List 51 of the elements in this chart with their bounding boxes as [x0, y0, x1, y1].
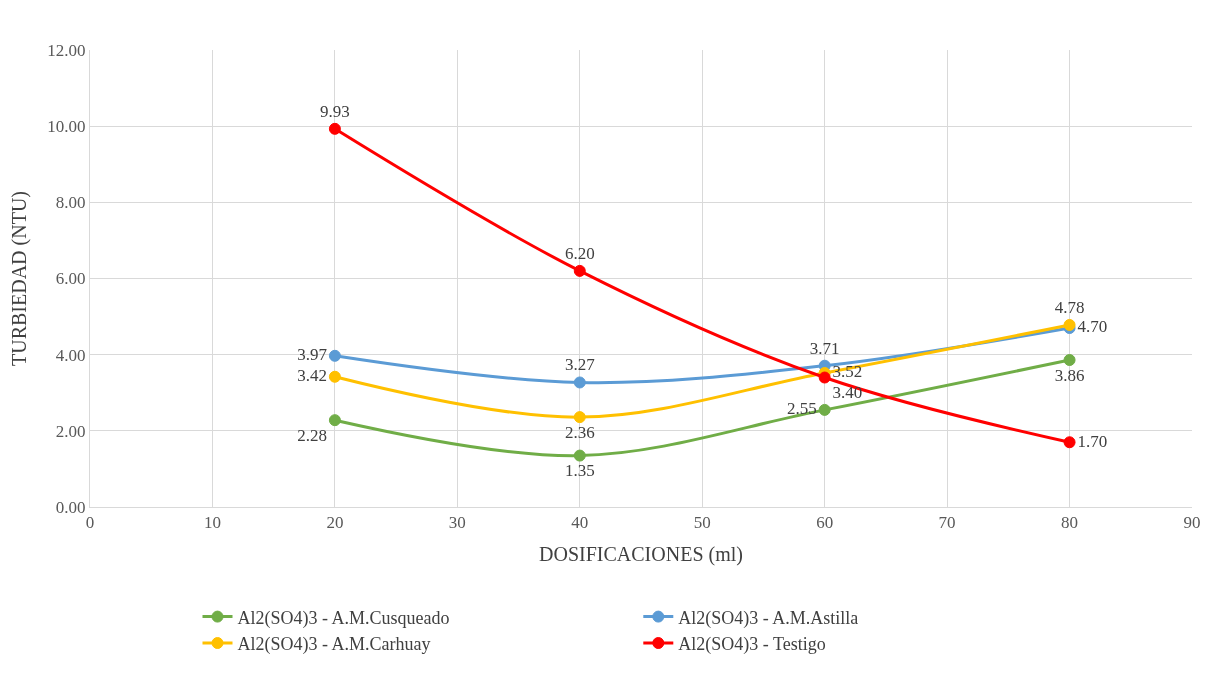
y-tick-label: 12.00 — [47, 40, 86, 60]
point — [573, 376, 586, 389]
point — [573, 264, 586, 277]
y-tick-label: 0.00 — [55, 497, 86, 517]
data-label: 3.40 — [832, 383, 863, 403]
data-label: 1.35 — [564, 461, 595, 481]
legend-label: Al2(SO4)3 - A.M.Astilla — [678, 607, 859, 629]
point — [573, 449, 586, 462]
data-label: 2.36 — [564, 422, 595, 442]
x-tick-label: 80 — [1061, 513, 1079, 533]
data-label: 1.70 — [1077, 431, 1108, 451]
data-label: 2.55 — [787, 399, 817, 419]
data-label: 4.70 — [1077, 317, 1108, 337]
point — [1063, 354, 1076, 366]
legend-label: Al2(SO4)3 - Testigo — [678, 634, 826, 656]
legend-label: Al2(SO4)3 - A.M.Cusqueado — [237, 607, 450, 629]
y-axis-title: TURBIEDAD (NTU) — [7, 191, 31, 366]
x-tick-label: 10 — [203, 513, 221, 533]
data-label: 2.28 — [297, 425, 328, 445]
point — [328, 349, 341, 362]
data-label: 3.71 — [809, 338, 840, 358]
x-tick-label: 70 — [938, 513, 956, 533]
y-tick-label: 10.00 — [47, 117, 86, 137]
data-label: 4.78 — [1054, 297, 1085, 317]
y-tick-label: 8.00 — [55, 193, 86, 213]
data-label: 6.20 — [564, 243, 595, 263]
data-label: 3.27 — [564, 355, 596, 375]
x-tick-label: 20 — [326, 513, 344, 533]
y-tick-label: 2.00 — [55, 421, 86, 441]
x-tick-label: 30 — [448, 513, 466, 533]
point — [818, 403, 831, 416]
point — [1063, 318, 1076, 331]
point — [328, 122, 341, 135]
point — [328, 370, 341, 383]
data-label: 9.93 — [320, 101, 350, 121]
x-tick-label: 40 — [571, 513, 589, 533]
data-label: 3.97 — [297, 345, 328, 365]
point — [573, 411, 586, 424]
data-label: 3.42 — [297, 366, 328, 386]
x-tick-label: 60 — [816, 513, 834, 533]
y-tick-label: 4.00 — [55, 345, 86, 365]
point — [1063, 436, 1076, 449]
point — [328, 414, 341, 427]
x-tick-label: 0 — [85, 513, 95, 533]
legend-label: Al2(SO4)3 - A.M.Carhuay — [237, 634, 431, 656]
point — [818, 371, 831, 384]
y-tick-label: 6.00 — [55, 269, 86, 289]
x-axis-title: DOSIFICACIONES (ml) — [539, 542, 743, 566]
x-tick-label: 50 — [693, 513, 711, 533]
x-tick-label: 90 — [1183, 513, 1201, 533]
data-label: 3.86 — [1054, 365, 1085, 385]
